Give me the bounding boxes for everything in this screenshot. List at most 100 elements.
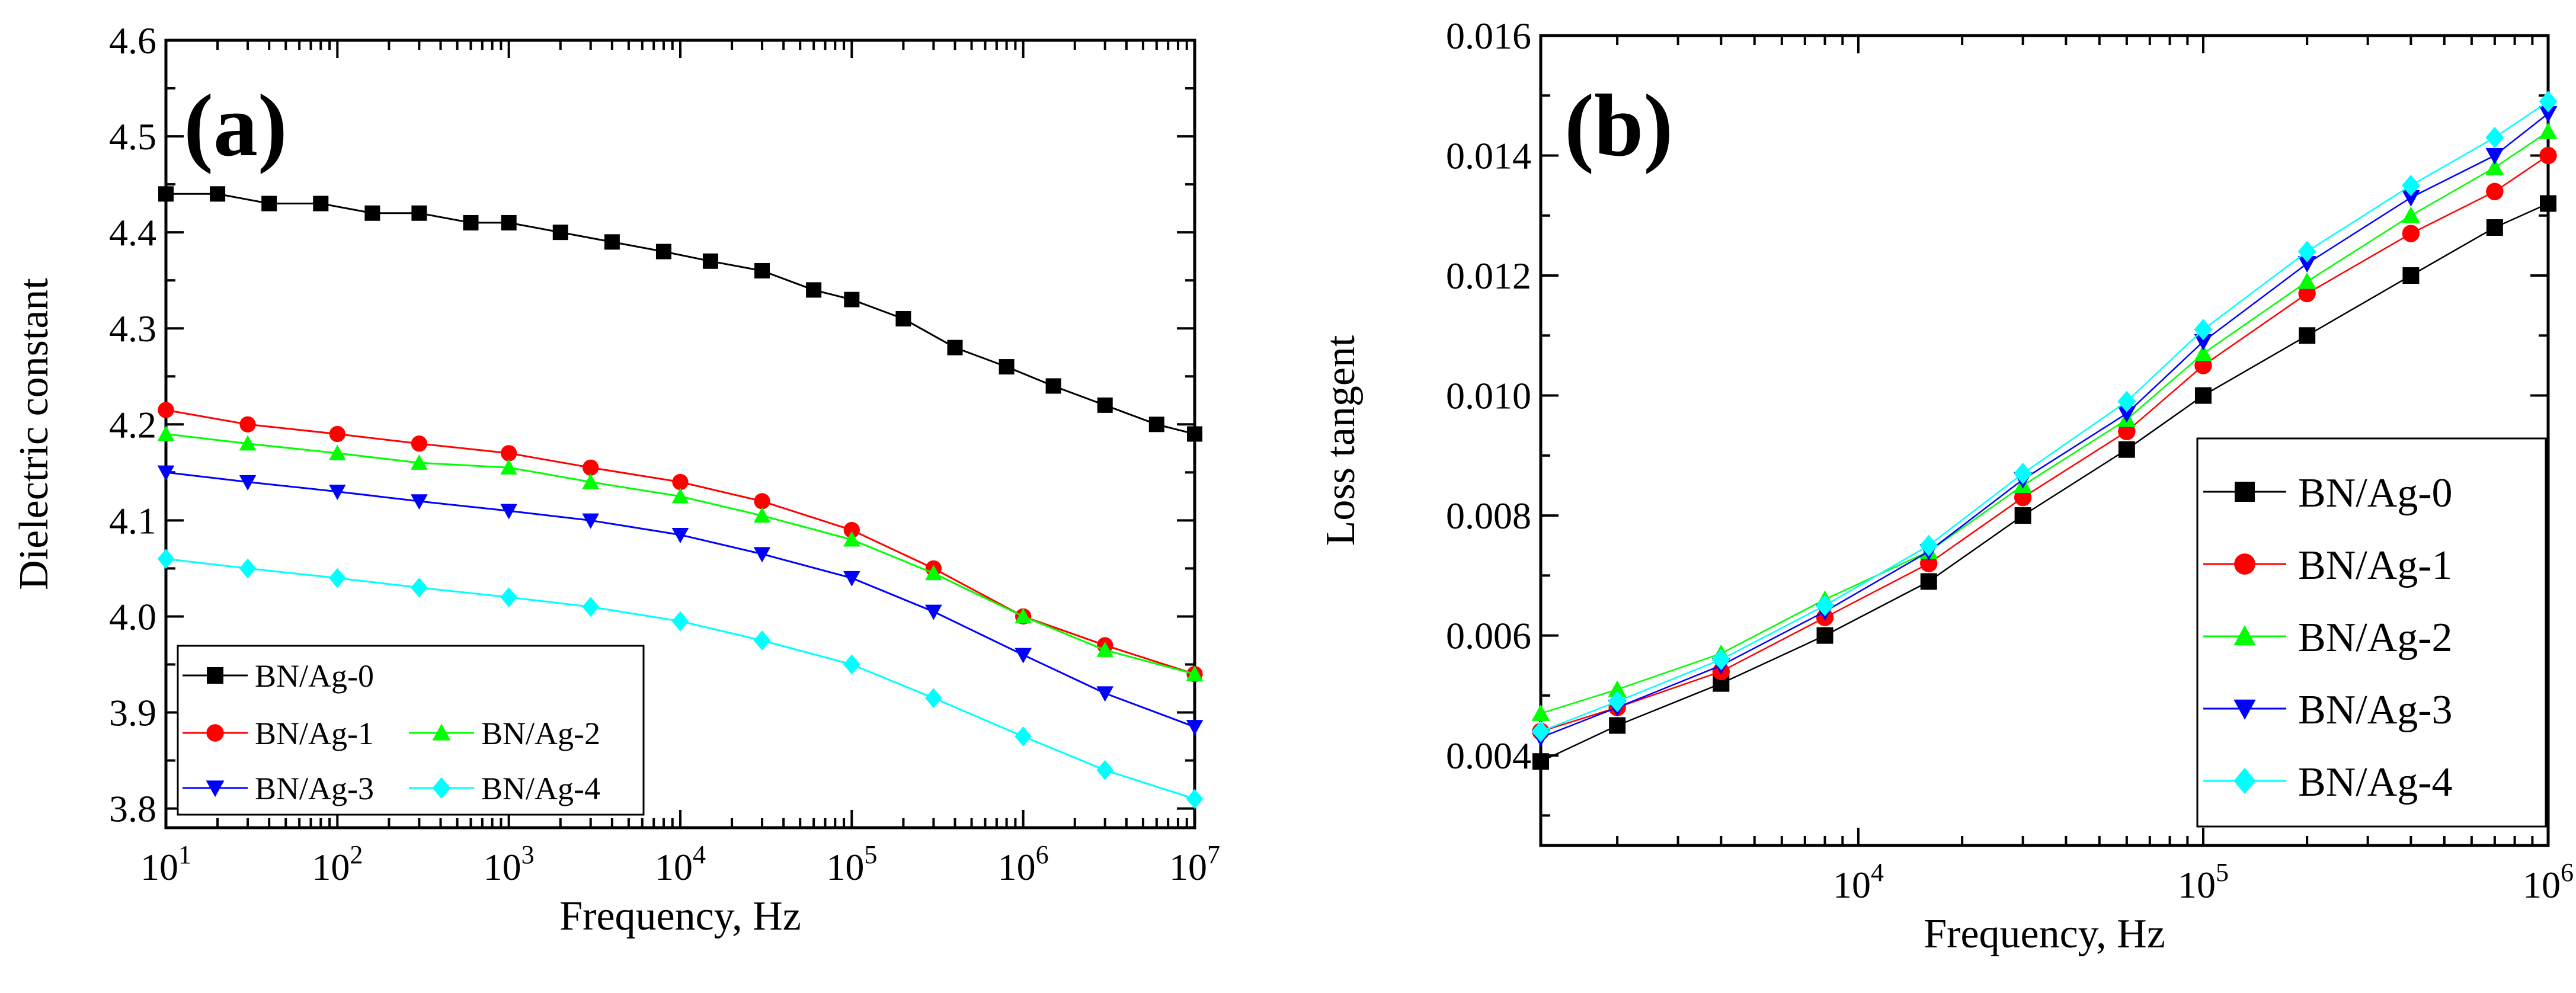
- data-point-bn-ag-4: [1919, 534, 1938, 556]
- legend-marker: [206, 724, 224, 742]
- data-point-bn-ag-0: [2299, 327, 2316, 344]
- data-point-bn-ag-1: [329, 425, 345, 443]
- series-bn-ag-3: [157, 465, 1204, 736]
- legend-label: BN/Ag-1: [255, 716, 374, 751]
- x-tick-label: 106: [998, 840, 1049, 888]
- x-axis-title: Frequency, Hz: [1924, 911, 2165, 957]
- data-point-bn-ag-1: [239, 416, 256, 433]
- panel-a-dielectric-constant-chart: 101 102 103 104 105 106 107 3.8 3.9 4.0 4.1 4.2 4.3 4…: [11, 20, 1220, 939]
- legend-box: [177, 645, 645, 816]
- data-point-bn-ag-2: [925, 565, 942, 581]
- legend-marker: [432, 723, 451, 741]
- series-bn-ag-4: [1531, 91, 2558, 742]
- legend-entry-bn-ag-2: BN/Ag-2: [409, 716, 600, 751]
- data-point-bn-ag-4: [2539, 91, 2558, 113]
- data-point-bn-ag-1: [2118, 422, 2136, 441]
- y-tick-label: 4.2: [109, 403, 156, 446]
- data-point-bn-ag-0: [999, 359, 1015, 375]
- legend-marker: [2234, 553, 2255, 575]
- data-point-bn-ag-0: [754, 262, 770, 278]
- data-point-bn-ag-3: [1015, 648, 1032, 664]
- data-point-bn-ag-4: [500, 587, 517, 607]
- y-tick-label: 4.3: [109, 307, 156, 350]
- data-point-bn-ag-0: [1609, 717, 1626, 734]
- y-tick-label: 0.008: [1446, 495, 1531, 537]
- data-point-bn-ag-1: [672, 473, 689, 491]
- data-point-bn-ag-1: [158, 402, 174, 418]
- data-point-bn-ag-1: [2194, 357, 2212, 374]
- data-point-bn-ag-4: [671, 611, 689, 632]
- data-point-bn-ag-3: [329, 485, 346, 501]
- series-bn-ag-4: [157, 549, 1204, 809]
- data-point-bn-ag-4: [1711, 648, 1730, 671]
- data-point-bn-ag-4: [925, 688, 942, 709]
- data-point-bn-ag-4: [1186, 789, 1204, 809]
- data-point-bn-ag-2: [753, 507, 771, 523]
- legend-entry-bn-ag-3: BN/Ag-3: [2203, 687, 2453, 733]
- data-point-bn-ag-4: [1015, 726, 1032, 747]
- data-point-bn-ag-1: [583, 459, 599, 476]
- data-point-bn-ag-0: [2014, 507, 2031, 524]
- y-tick-label: 4.1: [109, 499, 156, 542]
- panel-b-loss-tangent-chart: 104 105 106 0.004 0.006 0.008 0.010 0.012 0.014 0…: [1318, 15, 2574, 957]
- x-tick-label: 104: [655, 840, 706, 888]
- legend-label: BN/Ag-4: [481, 771, 600, 806]
- data-point-bn-ag-4: [2117, 390, 2136, 412]
- data-point-bn-ag-4: [1816, 594, 1834, 617]
- legend-label: BN/Ag-1: [2298, 543, 2453, 588]
- y-tick-label: 4.6: [109, 20, 156, 62]
- data-point-bn-ag-2: [157, 425, 175, 441]
- data-point-bn-ag-4: [2485, 126, 2504, 149]
- data-point-bn-ag-3: [2194, 334, 2213, 351]
- data-point-bn-ag-3: [2297, 256, 2316, 273]
- data-point-bn-ag-2: [2401, 206, 2420, 223]
- data-point-bn-ag-3: [843, 571, 860, 587]
- data-point-bn-ag-3: [1096, 686, 1114, 702]
- data-point-bn-ag-1: [754, 493, 770, 510]
- data-point-bn-ag-1: [411, 435, 428, 452]
- panel-tag: (a): [184, 76, 287, 175]
- x-tick-label: 103: [484, 840, 535, 888]
- y-tick-label: 4.0: [109, 595, 156, 638]
- series-line-bn-ag-0: [1540, 203, 2549, 763]
- data-point-bn-ag-0: [210, 186, 226, 202]
- data-point-bn-ag-2: [1096, 641, 1114, 657]
- plot-frame: [1539, 34, 2550, 847]
- data-point-bn-ag-0: [1920, 573, 1937, 590]
- data-point-bn-ag-4: [411, 577, 428, 598]
- data-point-bn-ag-2: [1015, 608, 1032, 624]
- data-point-bn-ag-3: [2401, 190, 2420, 207]
- data-point-bn-ag-2: [2485, 158, 2504, 175]
- data-point-bn-ag-0: [463, 214, 479, 230]
- data-point-bn-ag-2: [2539, 122, 2558, 139]
- data-point-bn-ag-0: [1148, 417, 1164, 433]
- data-point-bn-ag-1: [501, 445, 517, 462]
- series-line-bn-ag-2: [1540, 130, 2549, 715]
- data-point-bn-ag-4: [753, 630, 771, 651]
- data-point-bn-ag-3: [2539, 106, 2558, 123]
- legend-entry-bn-ag-0: BN/Ag-0: [2203, 470, 2453, 516]
- y-tick-label: 0.006: [1446, 615, 1531, 657]
- y-tick-label: 0.010: [1446, 375, 1531, 417]
- data-point-bn-ag-0: [1816, 627, 1833, 644]
- y-tick-label: 0.012: [1446, 255, 1531, 297]
- data-point-bn-ag-0: [501, 214, 517, 230]
- data-point-bn-ag-3: [1186, 720, 1204, 736]
- data-point-bn-ag-3: [2117, 406, 2136, 423]
- data-point-bn-ag-2: [239, 435, 257, 451]
- series-bn-ag-0: [158, 186, 1202, 442]
- data-point-bn-ag-3: [582, 513, 600, 529]
- data-point-bn-ag-1: [2402, 225, 2420, 242]
- y-tick-label: 3.9: [109, 692, 156, 734]
- data-point-bn-ag-3: [411, 494, 428, 510]
- data-point-bn-ag-0: [313, 196, 329, 212]
- data-point-bn-ag-2: [1608, 680, 1627, 697]
- data-point-bn-ag-4: [1096, 760, 1114, 780]
- x-tick-label: 105: [826, 840, 877, 888]
- data-point-bn-ag-1: [2486, 182, 2504, 200]
- legend-label: BN/Ag-0: [2298, 470, 2453, 516]
- y-tick-label: 0.004: [1446, 735, 1531, 777]
- series-line-bn-ag-1: [1540, 155, 2549, 732]
- data-point-bn-ag-1: [843, 521, 860, 539]
